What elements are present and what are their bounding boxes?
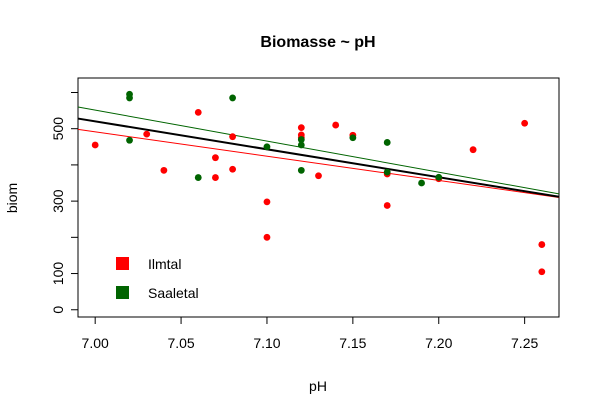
- point-ilmtal: [143, 130, 151, 138]
- point-saaletal: [435, 173, 443, 181]
- point-ilmtal: [263, 198, 271, 206]
- point-saaletal: [263, 143, 271, 151]
- y-axis-label: biom: [4, 183, 20, 213]
- point-ilmtal: [229, 133, 237, 141]
- y-tick-label: 300: [50, 189, 66, 213]
- y-tick-label: 0: [50, 306, 66, 314]
- fit-line-saaletal: [77, 106, 560, 195]
- point-saaletal: [126, 94, 133, 102]
- point-ilmtal: [160, 166, 168, 174]
- point-ilmtal: [91, 141, 99, 149]
- point-ilmtal: [383, 202, 391, 209]
- x-tick-label: 7.00: [82, 335, 109, 351]
- x-tick-label: 7.20: [425, 335, 452, 351]
- point-ilmtal: [469, 146, 477, 154]
- legend: Ilmtal Saaletal: [116, 256, 199, 301]
- point-ilmtal: [297, 124, 305, 132]
- plot-area-frame: [77, 77, 560, 318]
- point-saaletal: [383, 139, 391, 146]
- y-tick-label: 500: [50, 117, 66, 141]
- y-axis: 0 100 300 500: [50, 91, 78, 314]
- point-saaletal: [418, 179, 425, 187]
- point-saaletal: [229, 94, 237, 102]
- point-ilmtal: [194, 109, 202, 116]
- point-ilmtal: [263, 233, 271, 241]
- point-saaletal: [297, 136, 305, 143]
- regression-lines: [77, 106, 560, 198]
- legend-label-ilmtal: Ilmtal: [148, 256, 181, 272]
- fit-line-overall: [77, 117, 560, 198]
- legend-label-saaletal: Saaletal: [148, 285, 199, 301]
- point-ilmtal: [538, 268, 546, 276]
- chart-title: Biomasse ~ pH: [260, 34, 375, 51]
- x-tick-label: 7.25: [511, 335, 538, 351]
- point-ilmtal: [521, 119, 529, 127]
- fit-line-ilmtal: [77, 128, 560, 198]
- legend-swatch-saaletal: [116, 286, 129, 299]
- x-tick-label: 7.05: [167, 335, 194, 351]
- x-tick-label: 7.10: [253, 335, 280, 351]
- point-saaletal: [126, 136, 133, 144]
- point-saaletal: [349, 134, 357, 142]
- point-saaletal: [297, 141, 305, 149]
- data-points: [91, 90, 546, 276]
- point-ilmtal: [229, 165, 237, 173]
- x-axis-label: pH: [309, 378, 327, 394]
- point-ilmtal: [212, 154, 219, 162]
- point-saaletal: [297, 166, 305, 174]
- x-tick-label: 7.15: [339, 335, 366, 351]
- point-saaletal: [383, 168, 391, 176]
- y-tick-label: 100: [50, 262, 66, 286]
- point-ilmtal: [315, 172, 322, 180]
- legend-swatch-ilmtal: [116, 257, 129, 270]
- point-ilmtal: [212, 174, 219, 181]
- x-axis: 7.00 7.05 7.10 7.15 7.20 7.25: [82, 317, 538, 351]
- point-saaletal: [194, 174, 202, 181]
- point-ilmtal: [538, 241, 546, 248]
- point-ilmtal: [332, 121, 340, 129]
